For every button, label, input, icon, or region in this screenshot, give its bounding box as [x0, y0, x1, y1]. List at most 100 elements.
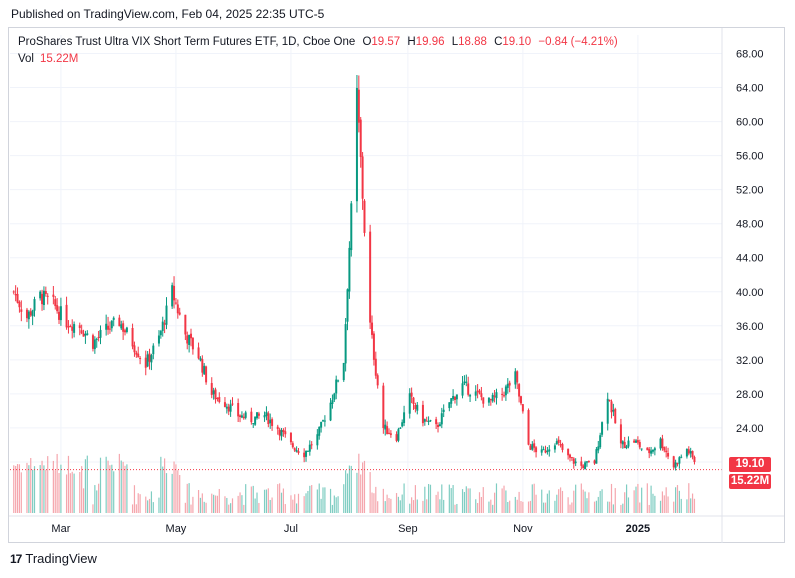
candle-body [478, 390, 481, 394]
volume-bar [429, 484, 432, 513]
candle-body [216, 397, 219, 399]
candle-body [225, 406, 228, 409]
volume-bar [224, 496, 226, 513]
volume-bar [691, 493, 694, 513]
volume-bar [179, 474, 181, 513]
candle-body [31, 310, 34, 317]
x-tick-label: Mar [51, 523, 70, 535]
tradingview-logo-icon: 17 [10, 551, 22, 566]
volume-bar [96, 490, 98, 513]
volume-bar [54, 470, 56, 513]
candle-body [110, 320, 113, 329]
volume-bar [105, 456, 107, 513]
candle-body [593, 460, 596, 464]
volume-bar [197, 490, 200, 513]
candle-body [139, 357, 142, 359]
candle-body [461, 383, 464, 396]
candle-body [112, 317, 115, 320]
x-tick-label: Nov [513, 523, 533, 535]
chart-frame [8, 27, 785, 543]
volume-bar [309, 485, 311, 513]
candle-body [612, 409, 615, 412]
volume-bar [152, 502, 154, 513]
candle-body [452, 395, 455, 400]
volume-bar [422, 500, 424, 513]
candle-body [610, 401, 613, 413]
candle-body [71, 326, 74, 331]
volume-bar [350, 465, 352, 513]
volume-bar [230, 503, 232, 513]
volume-bar [441, 484, 443, 513]
volume-bar [271, 497, 273, 513]
volume-bar [98, 483, 100, 513]
y-tick-label: 64.00 [736, 83, 764, 95]
candle-body [382, 385, 385, 429]
candle-body [557, 439, 560, 443]
volume-bar [265, 489, 268, 513]
volume-bar [324, 487, 326, 513]
candle-body [448, 402, 451, 409]
volume-bar [213, 494, 215, 513]
candle-body [342, 362, 345, 381]
candle-body [567, 448, 570, 456]
candle-body [601, 422, 604, 435]
candle-body [412, 397, 415, 404]
candle-body [389, 433, 392, 435]
volume-bar [409, 503, 411, 513]
tradingview-brand[interactable]: 17 TradingView [10, 551, 97, 566]
candle-body [16, 293, 19, 303]
candle-body [633, 440, 636, 443]
candle-body [337, 380, 340, 382]
candle-body [240, 415, 243, 418]
candle-body [254, 416, 257, 425]
candle-body [250, 411, 253, 423]
candle-body [386, 426, 389, 435]
volume-bar [250, 486, 252, 513]
candle-body [687, 449, 690, 454]
candle-body [518, 384, 521, 397]
y-tick-label: 24.00 [736, 423, 764, 435]
volume-bar [659, 500, 662, 513]
volume-bar [416, 499, 418, 513]
volume-bar [535, 494, 537, 513]
candle-body [399, 427, 402, 429]
candle-body [648, 449, 651, 454]
volume-bar [294, 494, 296, 513]
volume-bar [646, 483, 648, 513]
candle-body [205, 366, 208, 383]
volume-bar [318, 483, 320, 513]
volume-bar [443, 499, 445, 513]
candle-body [410, 392, 413, 397]
candle-body [84, 333, 87, 336]
volume-bar [529, 500, 532, 513]
x-tick-label: Sep [398, 523, 418, 535]
volume-bar [279, 483, 281, 513]
candle-body [659, 438, 662, 449]
candle-body [316, 434, 319, 446]
candle-body [693, 456, 696, 463]
volume-bar [567, 497, 569, 513]
volume-bar [337, 496, 339, 513]
volume-bar [426, 499, 428, 513]
candle-body [135, 352, 138, 355]
volume-bar [507, 502, 509, 513]
candle-body [171, 285, 174, 307]
candle-body [482, 397, 485, 404]
volume-bar [67, 455, 70, 513]
volume-bar [158, 497, 160, 513]
volume-bar [56, 453, 58, 513]
candle-body [46, 295, 49, 297]
candle-body [674, 462, 677, 468]
volume-bar [148, 498, 151, 513]
volume-bar [73, 473, 75, 513]
candle-body [487, 397, 490, 403]
volume-bar [514, 496, 516, 513]
volume-bar [377, 501, 379, 513]
candle-body [395, 434, 398, 441]
volume-bar [492, 504, 494, 513]
volume-bar [571, 502, 573, 513]
candle-body [120, 324, 123, 329]
candle-body [191, 337, 194, 350]
candle-body [548, 449, 551, 452]
